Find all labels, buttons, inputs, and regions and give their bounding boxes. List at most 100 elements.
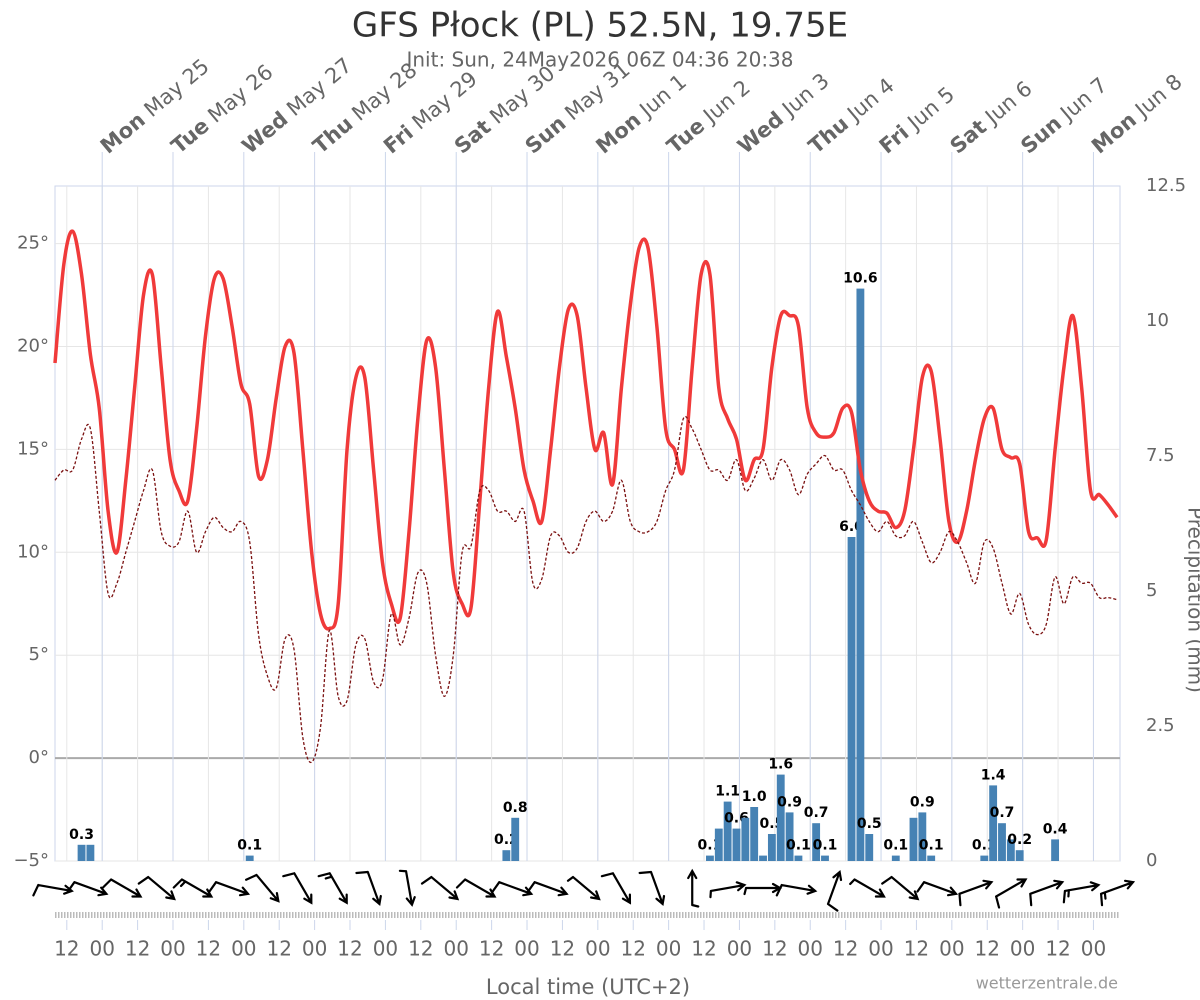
- x-tick-label: 12: [337, 937, 362, 961]
- wind-barb: [172, 878, 214, 898]
- precip-label: 1.1: [715, 784, 740, 800]
- x-tick-label: 00: [302, 937, 327, 961]
- wind-barb: [398, 869, 416, 907]
- precip-bar: [785, 812, 794, 861]
- x-tick-label: 12: [621, 937, 646, 961]
- precip-label: 0.9: [777, 794, 802, 810]
- wind-barb: [282, 872, 313, 905]
- precip-bar: [714, 828, 723, 861]
- wind-barb: [1099, 879, 1136, 907]
- wind-barb: [709, 881, 747, 899]
- wind-barb: [420, 875, 460, 901]
- precip-bar: [891, 855, 900, 861]
- x-tick-label: 12: [550, 937, 575, 961]
- wind-barb: [600, 872, 632, 905]
- wind-barb: [66, 881, 109, 897]
- y2-tick-label: 2.5: [1146, 715, 1175, 736]
- y-tick-label: 15°: [17, 438, 49, 459]
- precip-bar: [927, 855, 936, 861]
- x-tick-label: 12: [1045, 937, 1070, 961]
- precip-label: 0.1: [813, 838, 838, 854]
- precip-bar: [732, 828, 741, 861]
- precip-bar: [759, 855, 767, 861]
- precip-label: 1.0: [742, 789, 767, 805]
- wind-barb: [317, 872, 348, 905]
- x-tick-label: 12: [691, 937, 716, 961]
- y-tick-label: 25°: [17, 233, 49, 254]
- wind-barb: [687, 868, 700, 908]
- wind-barb: [881, 875, 920, 901]
- x-tick-label: 00: [868, 937, 893, 961]
- precip-bar: [1015, 850, 1024, 861]
- x-tick-label: 12: [196, 937, 221, 961]
- wind-barb: [355, 870, 382, 907]
- precip-bar: [723, 801, 732, 861]
- x-tick-label: 00: [160, 937, 185, 961]
- wind-barb: [775, 883, 818, 897]
- y-tick-label: 5°: [29, 644, 49, 665]
- precip-label: 0.8: [503, 800, 528, 816]
- precip-bar: [1051, 839, 1060, 861]
- wind-barb: [526, 881, 569, 897]
- precip-label: 10.6: [843, 271, 878, 287]
- wind-barb: [995, 878, 1028, 909]
- x-tick-label: 12: [833, 937, 858, 961]
- x-tick-label: 12: [975, 937, 1000, 961]
- precip-label: 1.4: [981, 767, 1006, 783]
- y2-tick-label: 7.5: [1146, 445, 1175, 466]
- x-tick-label: 12: [266, 937, 291, 961]
- x-tick-label: 00: [656, 937, 681, 961]
- precip-bar: [918, 812, 927, 861]
- precip-bar: [767, 834, 776, 861]
- x-tick-label: 00: [373, 937, 398, 961]
- credit: wetterzentrale.de: [976, 974, 1118, 993]
- x-tick-label: 00: [939, 937, 964, 961]
- y-tick-label: 0°: [29, 747, 49, 768]
- x-tick-label: 12: [408, 937, 433, 961]
- y2-tick-label: 12.5: [1146, 175, 1186, 196]
- precip-label: 0.5: [857, 816, 882, 832]
- precip-label: 0.7: [804, 805, 829, 821]
- y2-tick-label: 0: [1146, 850, 1157, 871]
- y2-tick-label: 5: [1146, 580, 1157, 601]
- precip-bar: [86, 844, 95, 861]
- x-tick-label: 00: [443, 937, 468, 961]
- x-tick-label: 12: [54, 937, 79, 961]
- precip-bar: [502, 850, 511, 861]
- precip-bar: [511, 817, 520, 861]
- precip-bar: [989, 785, 998, 861]
- precip-bar: [77, 844, 86, 861]
- y-tick-label: 20°: [17, 336, 49, 357]
- precip-bar: [750, 807, 759, 861]
- wind-barb: [1029, 879, 1065, 907]
- precip-label: 0.4: [1043, 821, 1068, 837]
- wind-barb: [1062, 881, 1101, 904]
- wind-barb: [638, 870, 666, 907]
- precip-bar: [865, 834, 874, 861]
- precip-label: 0.2: [1007, 832, 1032, 848]
- x-tick-label: 12: [904, 937, 929, 961]
- y2-axis-title: Precipitation (mm): [1184, 507, 1200, 693]
- wind-barb: [208, 881, 251, 897]
- precip-label: 0.3: [69, 827, 94, 843]
- precip-bar: [812, 823, 821, 861]
- x-tick-label: 12: [762, 937, 787, 961]
- precip-label: 0.1: [786, 838, 811, 854]
- y2-tick-label: 10: [1146, 310, 1169, 331]
- precip-bar: [1006, 839, 1015, 861]
- wind-barb: [958, 879, 994, 907]
- x-tick-label: 00: [1081, 937, 1106, 961]
- precip-bar: [909, 817, 918, 861]
- wind-barb: [826, 869, 843, 912]
- precip-bar: [794, 855, 803, 861]
- wind-barb: [849, 878, 886, 898]
- dewpoint-line: [54, 415, 1118, 764]
- wind-barb: [137, 875, 176, 901]
- precip-bar: [776, 774, 785, 861]
- wind-barb: [916, 881, 959, 897]
- precip-bar: [856, 288, 865, 862]
- y-tick-label: 10°: [17, 541, 49, 562]
- x-tick-label: 12: [125, 937, 150, 961]
- x-tick-label: 00: [514, 937, 539, 961]
